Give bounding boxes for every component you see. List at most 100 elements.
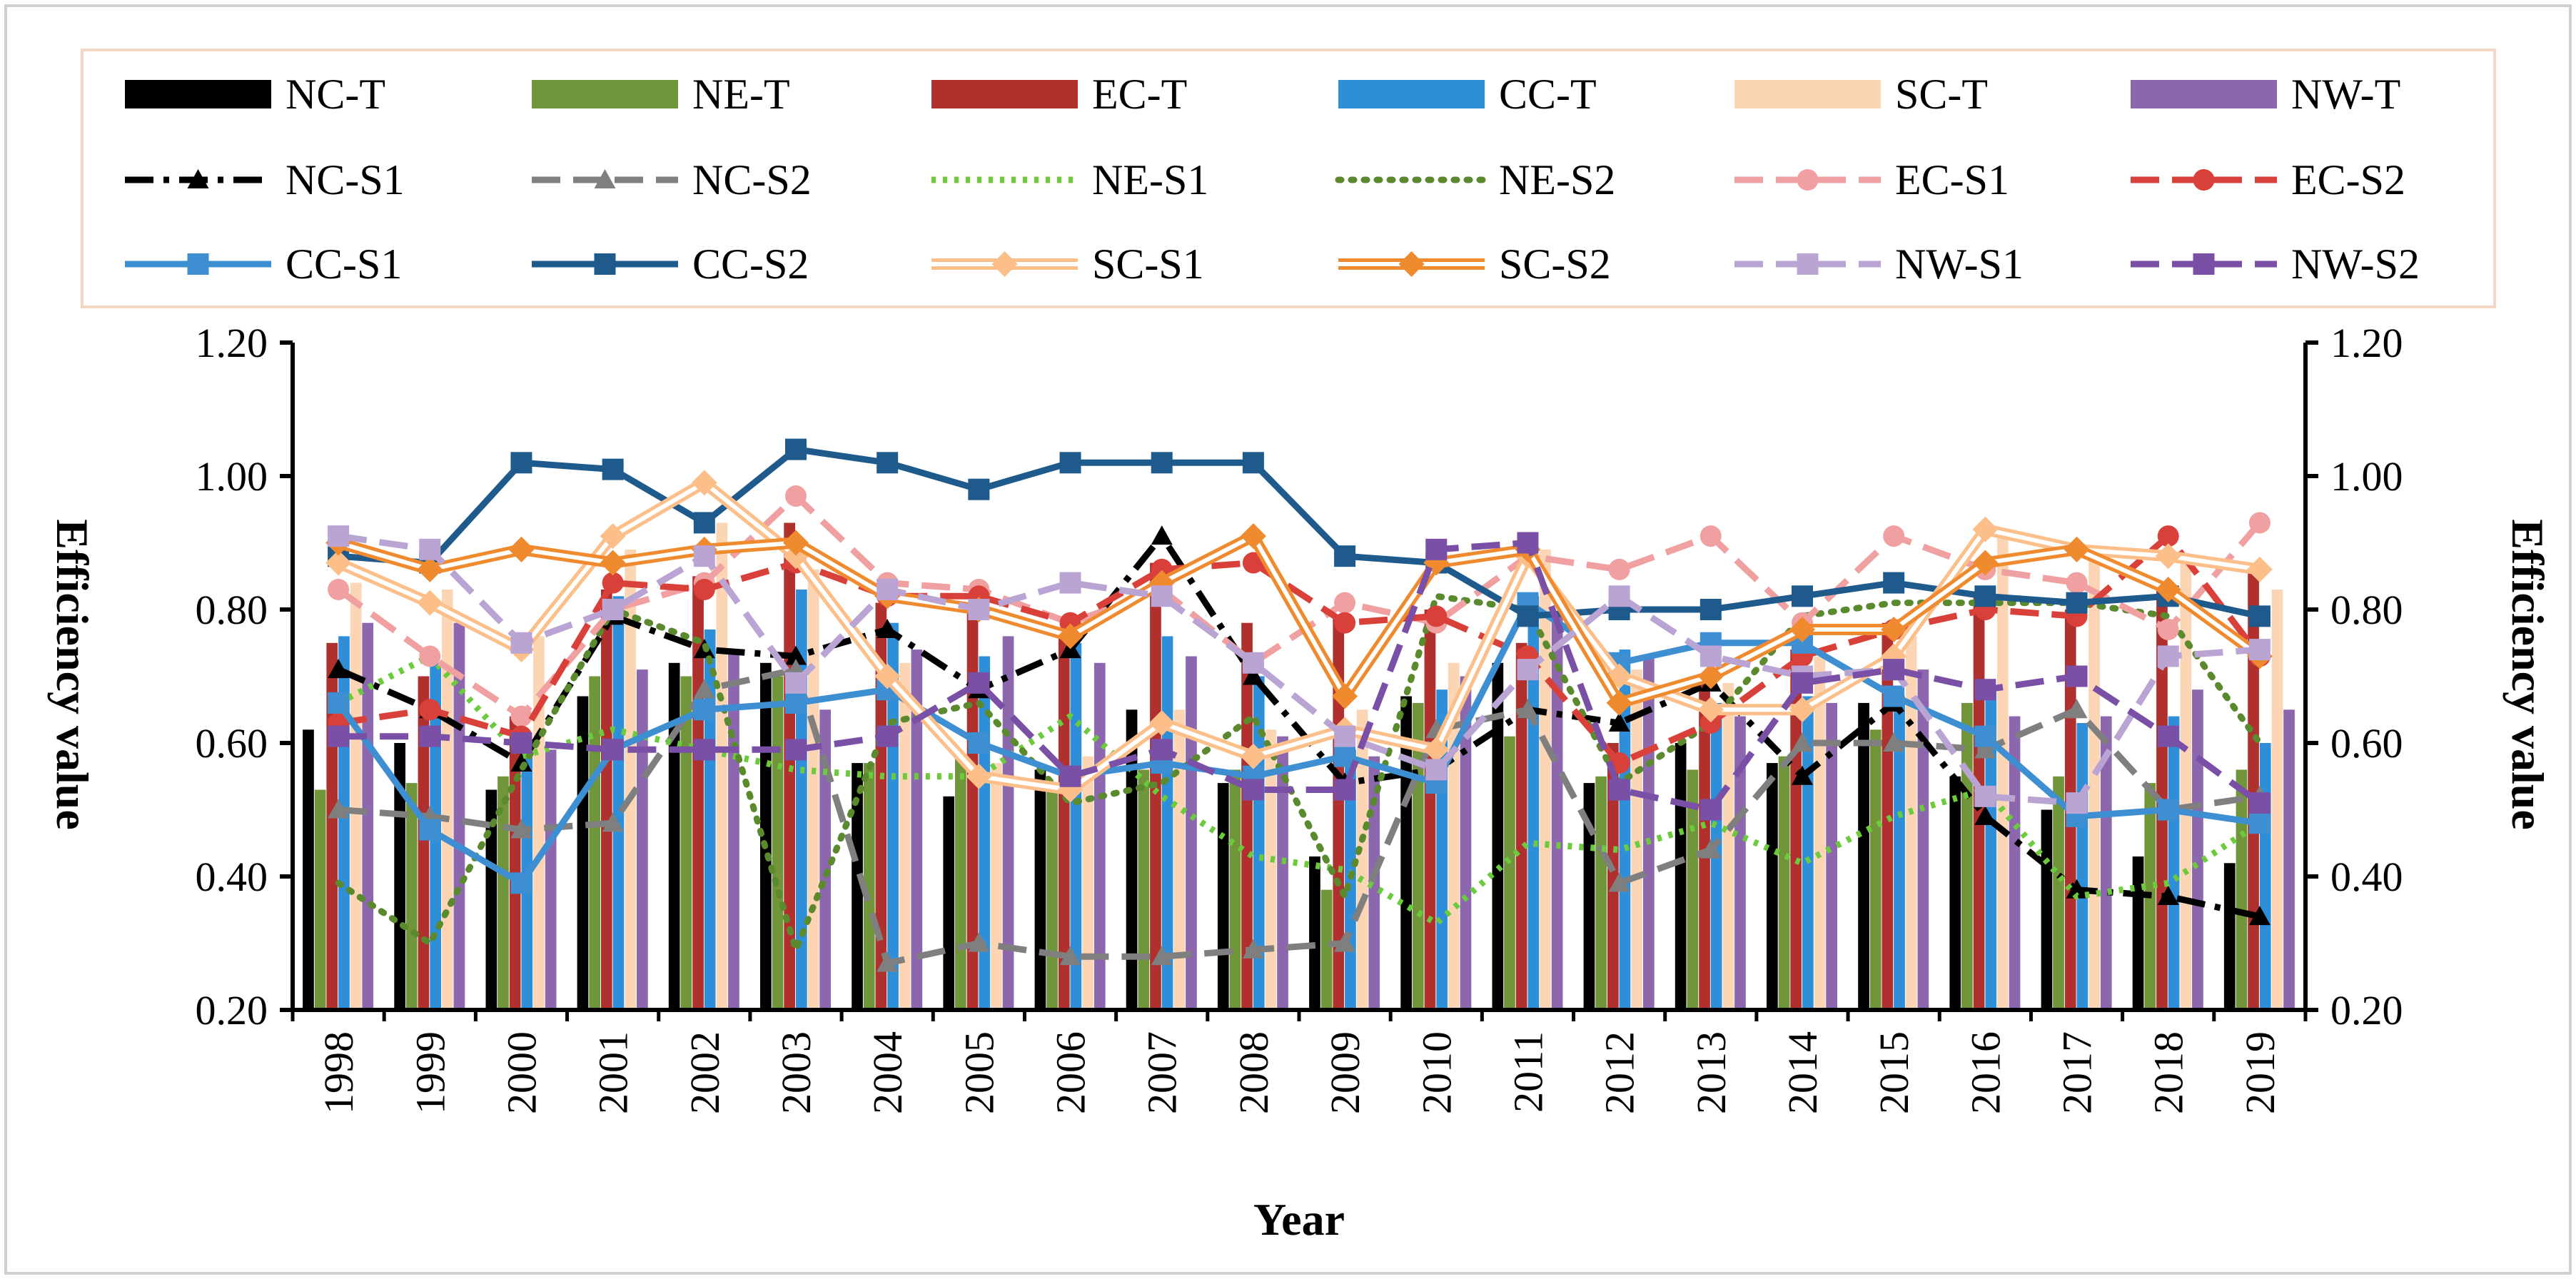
bar-cc-t-2008 (1253, 676, 1265, 1010)
y-tick-label-left-1.00: 1.00 (196, 453, 268, 500)
bar-sc-t-2002 (716, 522, 728, 1010)
bar-nc-t-2002 (668, 662, 680, 1010)
marker-nw-s1-2003 (785, 672, 807, 694)
legend-label-nc-s2: NC-S2 (692, 156, 812, 203)
bar-cc-t-2016 (1985, 689, 1997, 1010)
bar-ne-t-2013 (1687, 769, 1699, 1010)
marker-sc-s1-2014 (1789, 697, 1815, 723)
marker-sc-s1-1999 (417, 590, 443, 616)
marker-cc-s2-2009 (1334, 545, 1356, 567)
legend-item-nw-s2: NW-S2 (2131, 241, 2420, 288)
x-tick-label-2018: 2018 (2146, 1031, 2192, 1114)
bar-nc-t-2000 (485, 789, 497, 1010)
marker-sc-s2-2015 (1881, 617, 1907, 643)
y-axis-title-left: Efficiency value (47, 519, 98, 829)
bar-nw-t-2016 (2009, 716, 2021, 1010)
bar-sc-t-2001 (625, 549, 636, 1010)
line-ec-s2 (338, 532, 2263, 767)
bar-nw-t-2000 (545, 749, 557, 1010)
bar-ne-t-1999 (405, 783, 418, 1010)
line-ec-s1 (336, 492, 2263, 720)
bar-nc-t-2019 (2223, 863, 2236, 1010)
chart-outer-frame (4, 4, 2572, 1275)
bar-nc-t-2005 (943, 796, 955, 1010)
marker-sc-s2-2003 (783, 530, 809, 556)
legend-marker-nw-s1 (1797, 253, 1819, 275)
marker-sc-s1-2013 (1697, 697, 1724, 723)
marker-ec-s1-2009 (1334, 592, 1356, 614)
marker-sc-s2-2012 (1606, 689, 1632, 716)
bar-ec-t-2012 (1607, 743, 1619, 1010)
marker-sc-s1-1998 (325, 550, 352, 576)
marker-ec-s2-2013 (1699, 712, 1722, 734)
marker-cc-s1-2000 (510, 872, 532, 894)
marker-sc-s1-2004 (874, 663, 901, 689)
bar-sc-t-2013 (1722, 682, 1734, 1010)
bar-nw-t-2011 (1551, 616, 1563, 1010)
x-tick-label-2009: 2009 (1322, 1031, 1368, 1114)
bar-cc-t-2002 (704, 630, 716, 1010)
legend-item-ne-s1: NE-S1 (931, 156, 1208, 203)
bar-ec-t-1999 (418, 676, 430, 1010)
bar-nc-t-2017 (2041, 809, 2053, 1010)
marker-cc-s2-2008 (1242, 452, 1264, 474)
bar-nc-t-2015 (1858, 702, 1869, 1010)
bar-cc-t-2019 (2259, 743, 2271, 1010)
x-tick-label-2003: 2003 (773, 1031, 819, 1114)
marker-cc-s2-2004 (877, 452, 899, 474)
marker-cc-s2-2006 (1059, 452, 1081, 474)
marker-nw-s1-1999 (419, 538, 441, 560)
marker-ec-s2-2018 (2157, 525, 2179, 547)
marker-ec-s1-1998 (328, 578, 350, 600)
x-tick-label-2012: 2012 (1597, 1031, 1643, 1114)
marker-nw-s1-2002 (693, 545, 715, 567)
marker-cc-s1-2015 (1883, 685, 1905, 707)
axes-group: 0.20 0.20 0.40 0.40 0.60 0.60 0.80 0.80 1.00 1.00… (196, 320, 2403, 1114)
marker-nc-s1-2019 (2248, 906, 2271, 926)
marker-nw-s1-1998 (328, 525, 350, 547)
legend-label-cc-t: CC-T (1499, 71, 1597, 118)
marker-cc-s1-2019 (2248, 812, 2271, 834)
bar-sc-t-2015 (1905, 636, 1917, 1010)
bar-ec-t-2019 (2248, 562, 2259, 1010)
legend-frame (81, 49, 2496, 308)
legend-marker-cc-s2 (594, 253, 616, 275)
marker-nc-s1-2012 (1608, 712, 1630, 732)
marker-sc-s1-2005 (966, 763, 992, 789)
bar-sc-t-2017 (2088, 556, 2100, 1010)
legend-swatch-nc-t (125, 80, 271, 108)
marker-sc-s1-2016 (1972, 516, 1999, 542)
legend-label-ec-s1: EC-S1 (1895, 156, 2009, 203)
marker-nc-s2-2002 (693, 679, 715, 699)
marker-nc-s1-2017 (2066, 879, 2088, 899)
x-tick-label-2001: 2001 (590, 1031, 637, 1114)
x-tick-label-2007: 2007 (1139, 1031, 1186, 1114)
marker-ec-s1-2018 (2157, 619, 2179, 641)
bar-cc-t-2015 (1894, 696, 1905, 1010)
legend-label-ne-s2: NE-S2 (1499, 156, 1615, 203)
line-series-ne-s1 (337, 653, 2262, 926)
legend-label-nw-s2: NW-S2 (2291, 241, 2420, 288)
marker-nw-s2-2011 (1517, 532, 1539, 554)
marker-nw-s2-2002 (693, 739, 715, 761)
bar-ne-t-2009 (1320, 889, 1333, 1010)
line-series-nw-s1 (328, 525, 2271, 814)
legend-label-sc-s1: SC-S1 (1092, 241, 1204, 288)
legend-item-nw-s1: NW-S1 (1734, 241, 2024, 288)
marker-ec-s1-2019 (2248, 512, 2271, 534)
bar-ne-t-2012 (1595, 776, 1607, 1011)
marker-nw-s1-2004 (877, 578, 899, 600)
line-cc-s1 (335, 600, 2261, 886)
bar-nc-t-2014 (1767, 763, 1778, 1010)
legend-item-nc-s2: NC-S2 (532, 156, 812, 203)
marker-nc-s1-2014 (1792, 765, 1813, 785)
marker-sc-s2-2016 (1972, 550, 1999, 576)
marker-sc-s2-2008 (1240, 523, 1266, 550)
bar-ne-t-2000 (497, 776, 509, 1011)
marker-nw-s1-2000 (510, 632, 532, 654)
legend-marker-sc-s2 (1398, 251, 1425, 277)
marker-nw-s1-2006 (1059, 572, 1081, 594)
bar-nc-t-2016 (1949, 776, 1961, 1011)
bar-sc-t-2008 (1265, 729, 1277, 1010)
marker-nw-s2-2001 (602, 739, 624, 761)
